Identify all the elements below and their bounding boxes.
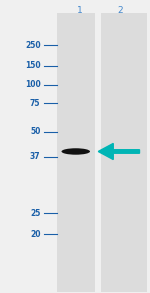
- FancyArrow shape: [98, 144, 140, 159]
- Bar: [100, 13, 147, 292]
- Text: 50: 50: [30, 127, 40, 136]
- Text: 150: 150: [25, 62, 40, 70]
- Text: 75: 75: [30, 99, 40, 108]
- Text: 2: 2: [117, 6, 123, 15]
- Text: 250: 250: [25, 41, 40, 50]
- Bar: [57, 13, 94, 292]
- Ellipse shape: [61, 148, 90, 155]
- Text: 20: 20: [30, 230, 40, 239]
- Text: 1: 1: [77, 6, 83, 15]
- Text: 25: 25: [30, 209, 40, 218]
- Text: 100: 100: [25, 81, 40, 89]
- Text: 37: 37: [30, 152, 40, 161]
